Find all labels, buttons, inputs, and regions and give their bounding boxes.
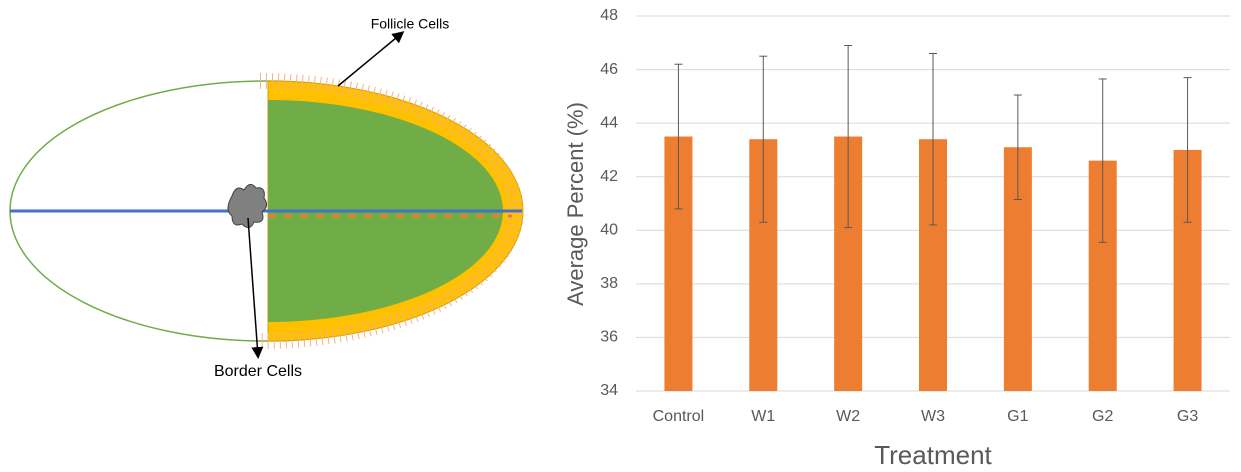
y-tick-label: 38	[600, 275, 618, 292]
x-tick-label: W1	[751, 408, 775, 425]
y-tick-label: 44	[600, 114, 618, 131]
y-tick-label: 48	[600, 7, 618, 24]
x-tick-label: W3	[921, 408, 945, 425]
diagram: Follicle Cells Border Cells	[10, 16, 523, 381]
border-cells	[228, 184, 267, 227]
figure: Follicle Cells Border Cells Average Perc…	[0, 0, 1241, 472]
x-tick-label: G1	[1007, 408, 1028, 425]
y-tick-label: 36	[600, 329, 618, 346]
x-tick-label: G2	[1092, 408, 1113, 425]
arrow	[338, 33, 402, 86]
y-tick-label: 34	[600, 382, 618, 399]
y-axis-title: Average Percent (%)	[563, 102, 588, 306]
x-tick-label: G3	[1177, 408, 1198, 425]
chart: Average Percent (%) Treatment 34 36 38 40 42…	[563, 7, 1230, 470]
x-tick-label: W2	[836, 408, 860, 425]
arrow	[248, 218, 258, 356]
y-tick-label: 42	[600, 168, 618, 185]
label: Follicle Cells	[371, 16, 450, 32]
y-tick-label: 40	[600, 222, 618, 239]
label: Border Cells	[214, 363, 302, 380]
y-tick-label: 46	[600, 61, 618, 78]
x-tick-label: Control	[653, 408, 705, 425]
x-axis-title: Treatment	[874, 440, 992, 470]
